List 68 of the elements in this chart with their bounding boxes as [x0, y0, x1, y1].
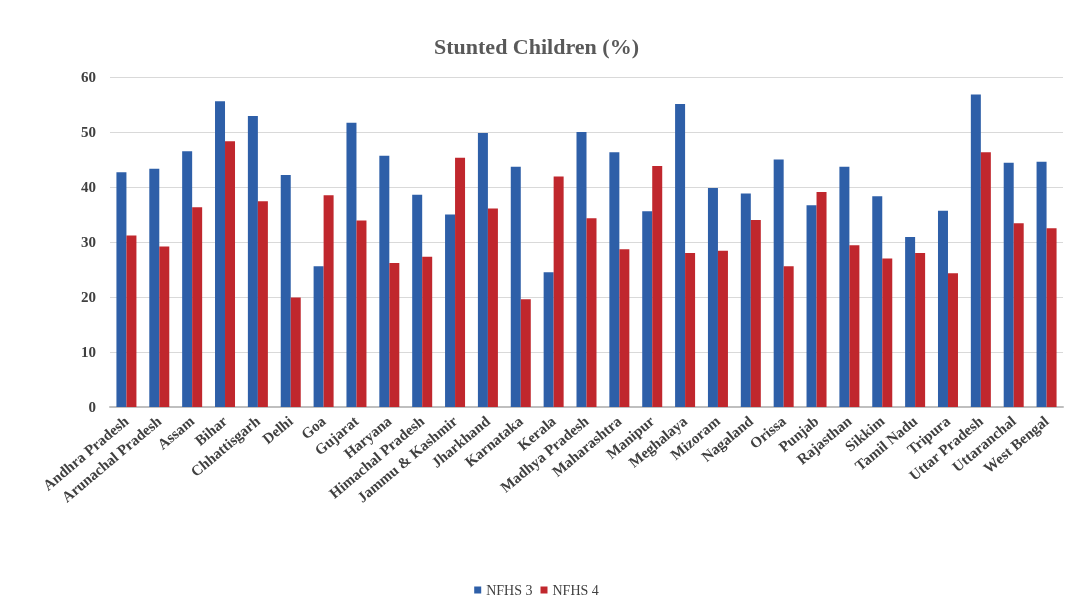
bar [740, 193, 751, 407]
bar [750, 220, 761, 407]
bar [619, 249, 630, 407]
bar [159, 246, 170, 407]
bar [915, 253, 926, 407]
bar [520, 299, 531, 407]
bar [773, 159, 784, 407]
bar [872, 196, 883, 407]
chart-title: Stunted Children (%) [434, 33, 639, 59]
bar [182, 151, 193, 407]
bar [257, 201, 268, 407]
bar [422, 256, 433, 407]
bar [849, 245, 860, 407]
y-tick-label: 0 [88, 399, 96, 415]
bar [937, 210, 948, 407]
bar [445, 214, 456, 407]
bar [970, 94, 981, 407]
bar [675, 103, 686, 407]
y-tick-label: 20 [81, 289, 96, 305]
bar [192, 207, 203, 407]
bar [346, 122, 357, 407]
bar [1003, 162, 1014, 407]
bar [280, 174, 291, 407]
legend-label: NFHS 3 [486, 582, 533, 598]
bar [652, 166, 663, 407]
y-tick-label: 30 [81, 234, 96, 250]
bar [149, 168, 160, 407]
bar [225, 141, 236, 407]
bar [412, 194, 423, 407]
bar [609, 152, 620, 407]
y-tick-label: 40 [81, 179, 96, 195]
bar [379, 155, 390, 407]
bar [356, 220, 367, 407]
y-tick-label: 50 [81, 124, 96, 140]
bar [980, 152, 991, 407]
bar [905, 237, 916, 407]
bar [882, 258, 893, 407]
bar [576, 132, 587, 407]
bar [553, 176, 564, 407]
y-tick-label: 60 [81, 69, 96, 85]
bar [543, 272, 554, 407]
bar [247, 116, 258, 407]
bar [126, 235, 137, 407]
bar [389, 262, 400, 407]
bar [290, 297, 301, 407]
bar [323, 195, 334, 407]
bar [1013, 223, 1024, 407]
bar [783, 266, 794, 407]
bar [477, 133, 488, 407]
bar [707, 188, 718, 407]
y-tick-label: 10 [81, 344, 96, 360]
bar [1046, 228, 1057, 407]
bar [215, 101, 226, 407]
bar [947, 273, 958, 407]
bar [1036, 161, 1047, 407]
bar [487, 208, 498, 407]
bar [642, 211, 653, 407]
bar [313, 266, 324, 407]
bar [586, 218, 597, 407]
bar [717, 250, 728, 407]
bar [806, 205, 817, 407]
bar [510, 166, 521, 407]
bar [116, 172, 127, 407]
bar [685, 253, 696, 407]
bar [455, 157, 466, 407]
legend-label: NFHS 4 [552, 582, 599, 598]
bar [816, 191, 827, 407]
bar [839, 166, 850, 407]
